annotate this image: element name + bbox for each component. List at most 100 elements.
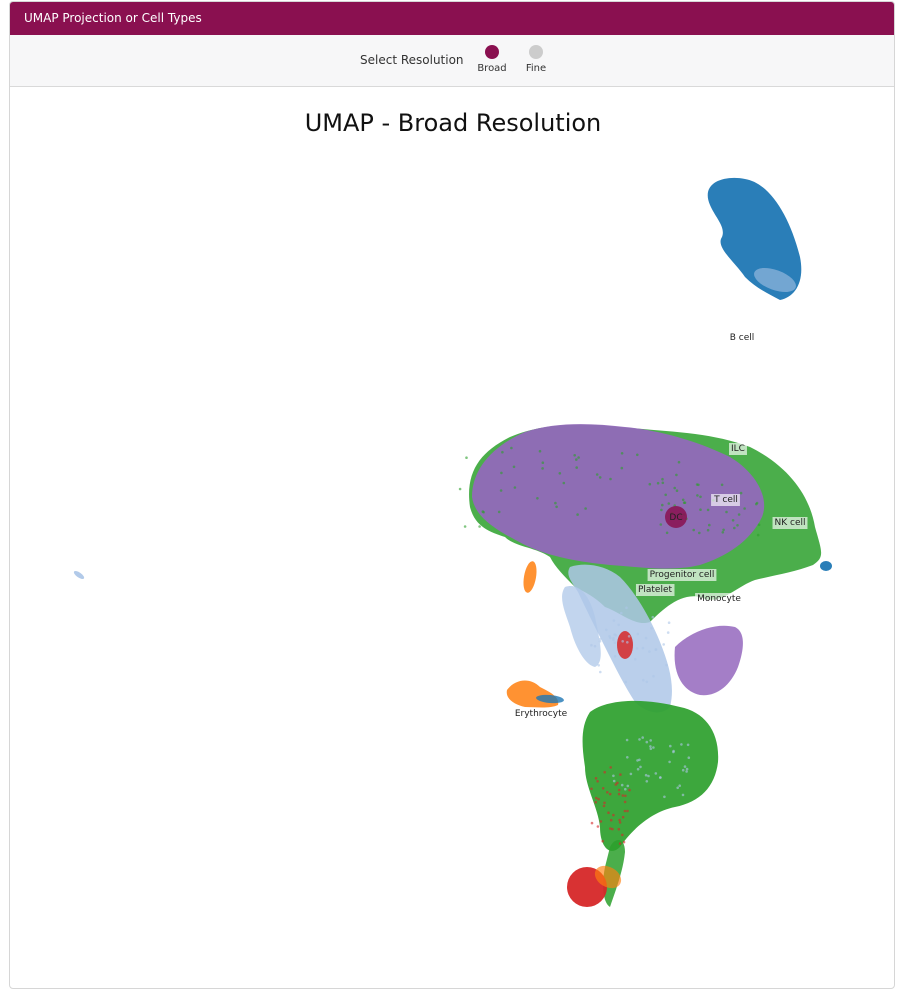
scatter-point xyxy=(649,747,653,751)
scatter-point xyxy=(649,745,652,748)
scatter-point xyxy=(620,611,623,615)
scatter-point xyxy=(626,784,630,788)
cluster-label-bg xyxy=(695,593,744,605)
card-header: UMAP Projection or Cell Types xyxy=(10,2,894,35)
scatter-point xyxy=(678,784,681,787)
scatter-point xyxy=(609,818,613,822)
scatter-point xyxy=(617,827,621,831)
scatter-point xyxy=(665,531,669,535)
scatter-point xyxy=(501,450,504,454)
scatter-point xyxy=(594,777,598,780)
cluster-label-text: Monocyte xyxy=(697,594,741,604)
progenitor-stream-left xyxy=(562,586,601,667)
cluster-label-erythrocyte: Erythrocyte xyxy=(512,708,570,720)
scatter-point xyxy=(555,505,558,509)
scatter-point xyxy=(541,467,544,470)
scatter-point xyxy=(626,756,629,759)
cluster-label-ilc: ILC xyxy=(729,443,747,455)
scatter-point xyxy=(458,487,462,491)
scatter-point xyxy=(598,640,602,643)
scatter-point xyxy=(538,449,542,453)
resolution-controls: Select Resolution Broad Fine xyxy=(10,35,894,87)
umap-plot[interactable]: UMAP - Broad Resolution B cell ILC T cell D… xyxy=(10,87,895,989)
scatter-point xyxy=(636,632,640,636)
scatter-point xyxy=(667,502,671,505)
scatter-point xyxy=(644,773,648,777)
scatter-point xyxy=(463,525,467,528)
scatter-point xyxy=(595,796,598,800)
scatter-point xyxy=(601,787,605,790)
scatter-point xyxy=(594,800,598,804)
scatter-point xyxy=(593,644,597,648)
cluster-label-dc: DC xyxy=(665,506,687,528)
resolution-option-fine[interactable]: Fine xyxy=(516,45,556,74)
scatter-point xyxy=(680,743,683,746)
scatter-point xyxy=(739,491,743,495)
scatter-point xyxy=(590,643,593,647)
scatter-point xyxy=(611,827,614,831)
cluster-labels: B cell ILC T cell DC NK cell Progenitor cell P… xyxy=(512,332,808,720)
scatter-point xyxy=(669,744,672,748)
resolution-option-broad[interactable]: Broad xyxy=(472,45,512,74)
scatter-point xyxy=(660,508,663,512)
scatter-point xyxy=(605,628,608,632)
fine-radio-dot[interactable] xyxy=(529,45,543,59)
scatter-point xyxy=(699,508,702,512)
erythrocyte-cluster xyxy=(506,680,559,708)
cluster-label-b-cell: B cell xyxy=(727,332,757,344)
scatter-point xyxy=(675,473,678,477)
scatter-point xyxy=(603,801,606,805)
scatter-point xyxy=(666,631,670,634)
scatter-point xyxy=(685,770,688,773)
scatter-point xyxy=(651,615,655,619)
scatter-point xyxy=(661,477,664,481)
umap-scatter[interactable]: B cell ILC T cell DC NK cell Progenitor cell P… xyxy=(10,87,895,989)
scatter-point xyxy=(675,489,679,493)
scatter-point xyxy=(596,825,600,828)
scatter-point xyxy=(681,498,685,502)
scatter-point xyxy=(636,453,639,457)
scatter-point xyxy=(612,813,615,817)
scatter-point xyxy=(692,528,695,532)
broad-radio-dot[interactable] xyxy=(485,45,499,59)
scatter-point xyxy=(554,501,557,505)
scatter-point xyxy=(667,621,671,624)
cluster-label-bg xyxy=(711,494,740,506)
scatter-point xyxy=(624,787,627,791)
scatter-point xyxy=(663,795,666,799)
dc-marker xyxy=(665,506,687,528)
scatter-point xyxy=(612,619,616,622)
scatter-point xyxy=(478,525,481,528)
cluster-label-text: Erythrocyte xyxy=(515,709,568,719)
scatter-point xyxy=(698,531,701,535)
scatter-point xyxy=(613,655,617,658)
scatter-point xyxy=(652,674,655,678)
scatter-point xyxy=(608,792,612,796)
scatter-point xyxy=(619,773,622,776)
scatter-point xyxy=(681,768,685,772)
scatter-point xyxy=(645,680,649,684)
scatter-point xyxy=(614,783,618,786)
scatter-point xyxy=(755,501,759,505)
scatter-point xyxy=(626,641,629,644)
scatter-point xyxy=(558,472,562,475)
scatter-point xyxy=(731,519,735,522)
scatter-point xyxy=(687,756,691,759)
scatter-point xyxy=(626,809,629,813)
cluster-label-bg xyxy=(729,443,747,455)
scatter-point xyxy=(672,750,675,754)
scatter-point xyxy=(682,501,686,505)
scatter-point xyxy=(673,486,676,490)
scatter-point xyxy=(676,786,679,790)
scatter-point xyxy=(624,794,627,798)
scatter-point xyxy=(659,523,663,526)
small-left-cluster xyxy=(73,570,85,580)
scatter-point xyxy=(609,766,612,769)
scatter-point xyxy=(622,840,626,844)
scatter-point xyxy=(620,466,624,470)
scatter-point xyxy=(513,486,517,489)
cluster-label-bg xyxy=(512,708,570,720)
scatter-point xyxy=(609,477,612,481)
cluster-label-monocyte: Monocyte xyxy=(695,593,744,605)
scatter-point xyxy=(598,637,602,641)
